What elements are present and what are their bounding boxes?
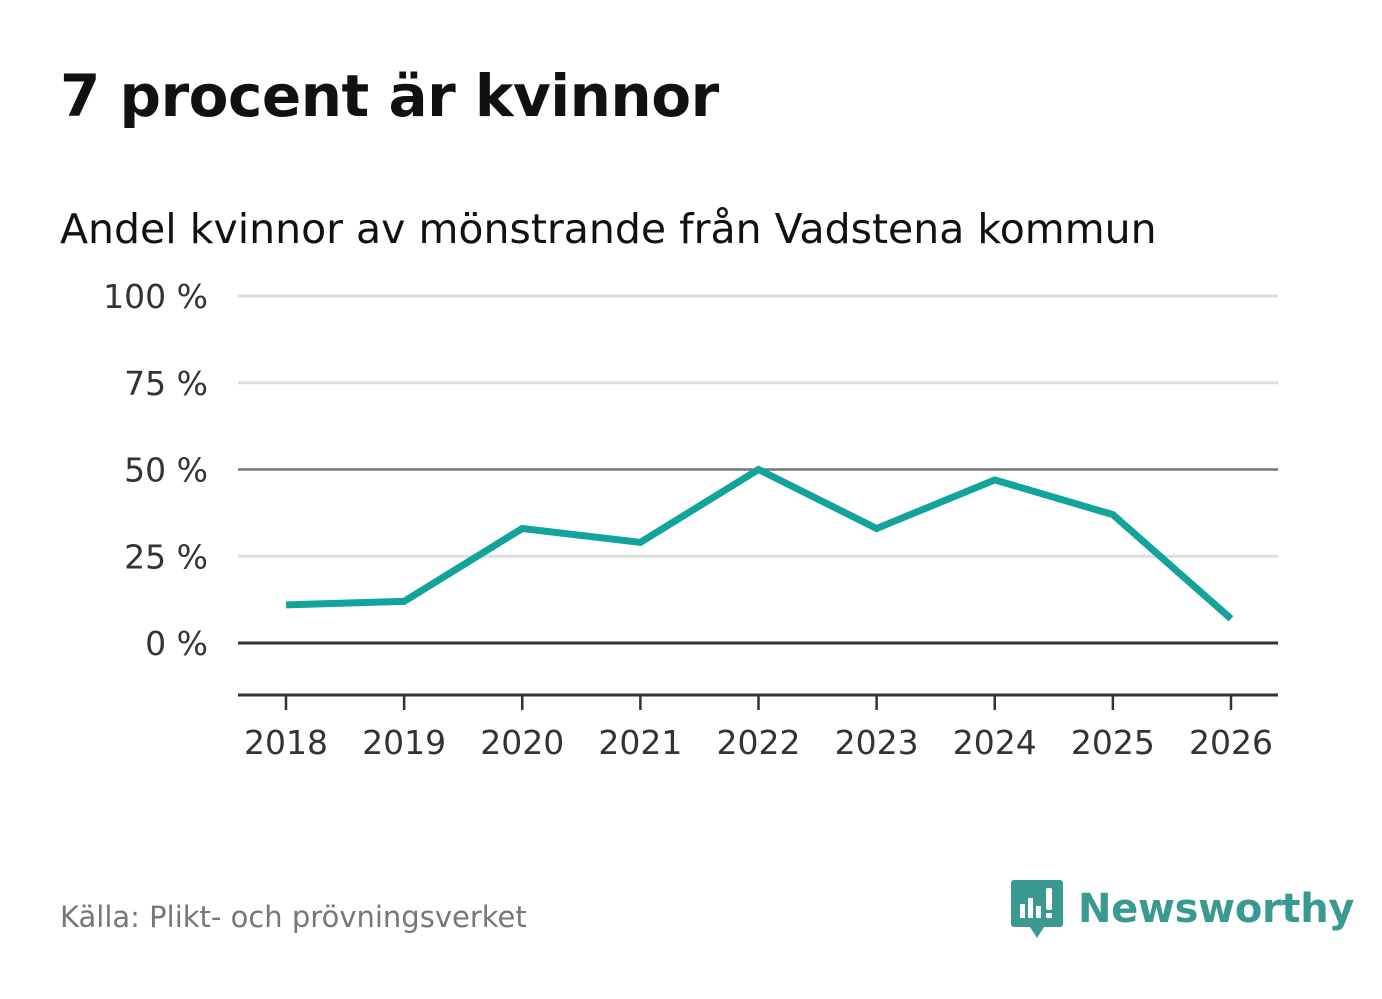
chart-subtitle: Andel kvinnor av mönstrande från Vadsten… [60,205,1157,253]
y-tick-label: 100 % [103,277,208,316]
x-tick-label: 2022 [717,723,801,762]
brand-name: Newsworthy [1078,886,1355,932]
x-tick-label: 2023 [835,723,919,762]
y-axis-ticks: 0 % 25 % 50 % 75 % 100 % [103,277,208,663]
y-tick-label: 50 % [124,451,208,490]
x-tick-label: 2019 [362,723,446,762]
x-tick-label: 2021 [598,723,682,762]
x-tick-label: 2020 [480,723,564,762]
y-tick-label: 25 % [124,537,208,576]
x-tick-label: 2024 [953,723,1037,762]
x-tick-label: 2026 [1189,723,1273,762]
chart-title: 7 procent är kvinnor [60,62,719,130]
x-axis: 2018 2019 2020 2021 2022 2023 2024 2025 2026 [238,693,1278,762]
y-tick-label: 75 % [124,364,208,403]
source-note: Källa: Plikt- och prövningsverket [60,900,527,934]
y-tick-label: 0 % [145,624,208,663]
series-layer [285,465,1234,622]
series-line-0 [285,465,1234,622]
newsworthy-logo[interactable]: Newsworthy [1010,878,1355,940]
x-tick-label: 2018 [244,723,328,762]
line-chart: 0 % 25 % 50 % 75 % 100 % 2018 2019 2020 2021 202… [103,277,1278,762]
x-tick-label: 2025 [1071,723,1155,762]
newsworthy-logo-icon [1011,880,1063,938]
